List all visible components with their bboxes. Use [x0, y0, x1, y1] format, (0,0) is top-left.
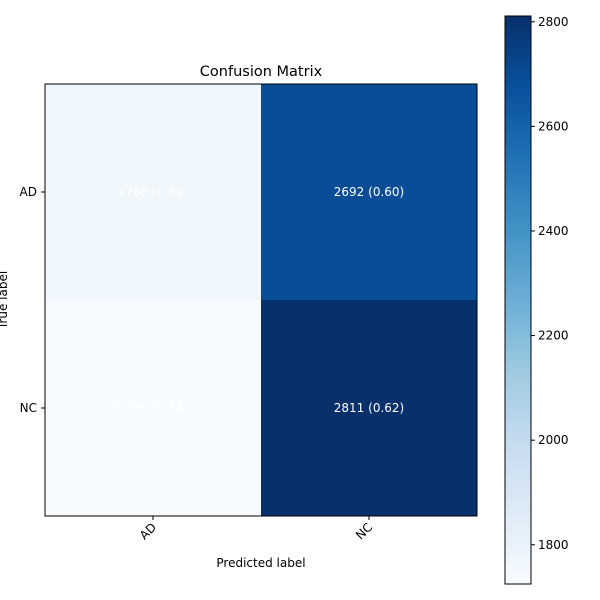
colorbar-tick-label: 1800: [538, 538, 569, 552]
colorbar-tick-label: 2800: [538, 15, 569, 29]
colorbar-tick-label: 2600: [538, 119, 569, 133]
colorbar-tick-label: 2400: [538, 224, 569, 238]
colorbar-ticks: 1800 2000 2200 2400 2600 2800: [531, 15, 569, 552]
heatmap-cell-labels: 1768 (0.40) 2692 (0.60) 1725 (0.38) 2811 (0…: [118, 185, 404, 415]
colorbar-tick-label: 2200: [538, 329, 569, 343]
chart-title: Confusion Matrix: [200, 64, 323, 80]
colorbar: [504, 15, 532, 585]
cell-value-label: 2811 (0.62): [334, 401, 404, 415]
heatmap-cells: [45, 84, 477, 516]
cell-value-label: 1768 (0.40): [118, 185, 188, 199]
colorbar-tick-label: 2000: [538, 433, 569, 447]
y-axis-ticks: AD NC: [20, 185, 45, 415]
x-axis-ticks: AD NC: [137, 516, 375, 542]
cell-value-label: 1725 (0.38): [118, 401, 188, 415]
y-axis-label: True label: [0, 271, 10, 330]
cell-value-label: 2692 (0.60): [334, 185, 404, 199]
y-tick-label: NC: [20, 401, 37, 415]
x-axis-label: Predicted label: [216, 556, 305, 570]
heatmap-cell: [261, 84, 477, 300]
x-tick-label: NC: [353, 520, 375, 542]
y-tick-label: AD: [20, 185, 37, 199]
heatmap-cell: [261, 300, 477, 516]
plot-frame: [44, 83, 478, 517]
x-tick-label: AD: [137, 520, 159, 542]
heatmap-cell: [45, 300, 261, 516]
heatmap-cell: [45, 84, 261, 300]
